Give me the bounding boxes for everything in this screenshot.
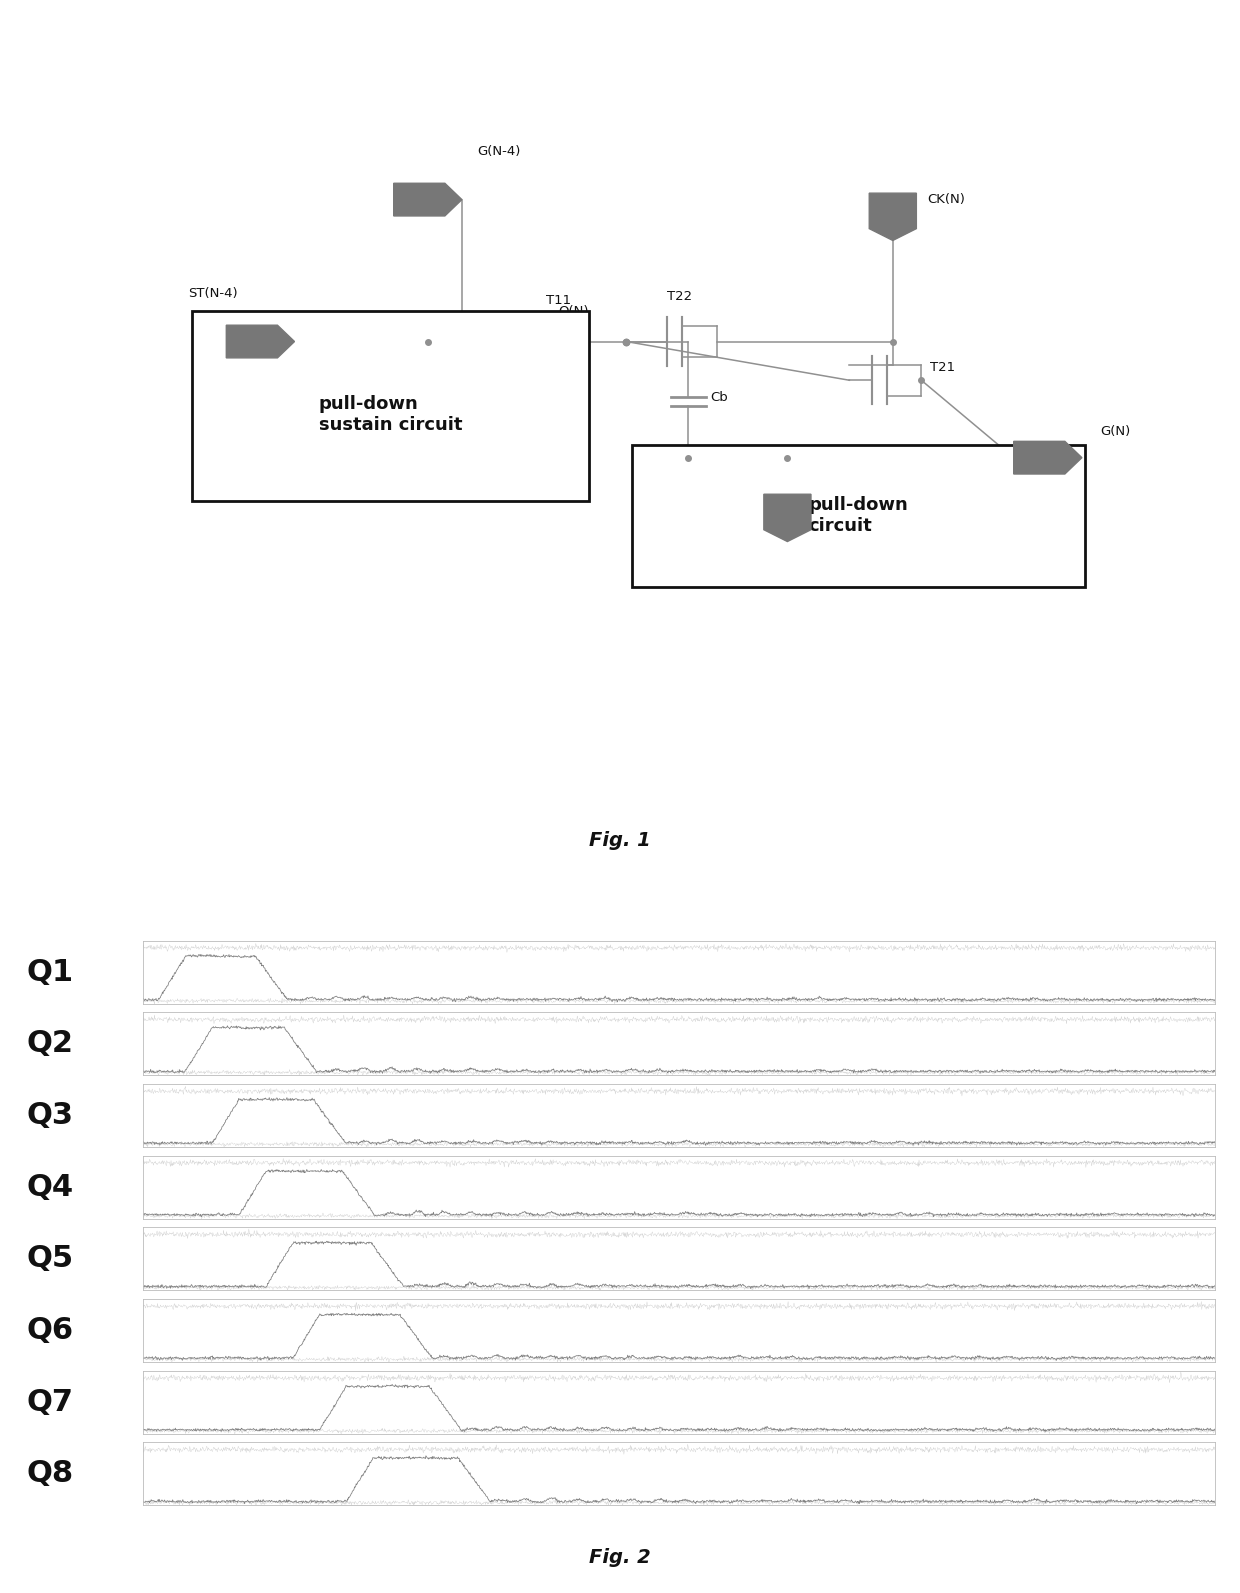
Text: T22: T22 [667,290,692,303]
Text: Cb: Cb [711,390,728,405]
Text: Q1: Q1 [26,957,73,986]
Text: Q3: Q3 [26,1101,73,1129]
Text: Fig. 2: Fig. 2 [589,1548,651,1568]
Polygon shape [226,325,295,358]
Bar [192,312,589,500]
Text: CK(N): CK(N) [928,193,966,205]
Polygon shape [869,193,916,241]
Text: Q8: Q8 [26,1459,73,1488]
Text: Q2: Q2 [26,1029,73,1058]
Text: ST(N): ST(N) [810,538,846,551]
Text: G(N-4): G(N-4) [477,145,521,158]
Text: G(N): G(N) [1100,425,1130,438]
Polygon shape [764,494,811,542]
Text: Q7: Q7 [26,1388,73,1416]
Text: pull-down
circuit: pull-down circuit [808,495,908,535]
Text: Q6: Q6 [26,1316,73,1344]
Text: Q4: Q4 [26,1172,73,1201]
Polygon shape [1013,441,1081,475]
Text: T21: T21 [930,362,955,374]
Text: T11: T11 [546,293,570,307]
Text: pull-down
sustain circuit: pull-down sustain circuit [319,395,463,433]
Text: Q(N): Q(N) [558,304,589,317]
Bar [632,444,1085,586]
Text: Fig. 1: Fig. 1 [589,832,651,851]
Text: ST(N-4): ST(N-4) [188,287,238,299]
Text: Q5: Q5 [26,1244,73,1273]
Polygon shape [394,183,463,217]
